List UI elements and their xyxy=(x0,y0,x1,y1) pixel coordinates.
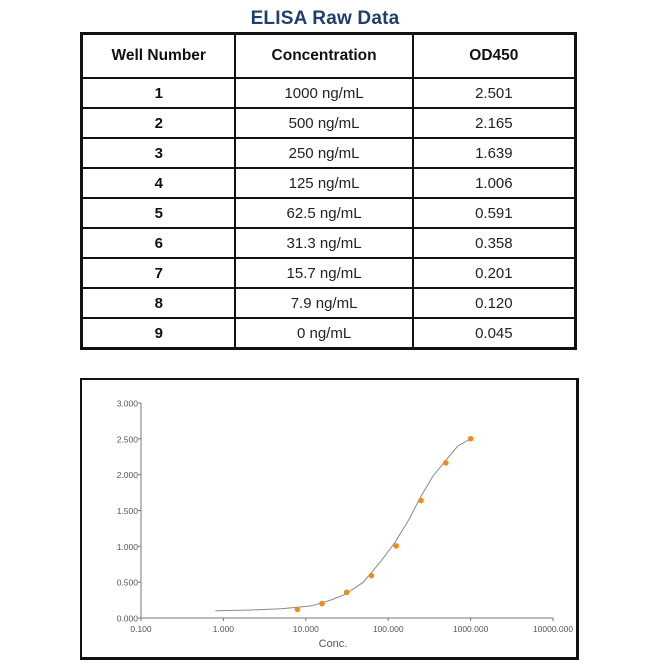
x-tick-label: 1000.000 xyxy=(453,624,489,634)
y-tick-label: 1.500 xyxy=(117,506,139,516)
data-point-marker xyxy=(393,543,399,549)
header-well-number: Well Number xyxy=(80,32,237,79)
od450-cell: 2.501 xyxy=(411,77,577,109)
x-tick-label: 10000.000 xyxy=(533,624,573,634)
data-point-marker xyxy=(467,435,474,442)
od450-cell: 2.165 xyxy=(411,107,577,139)
x-tick-label: 0.100 xyxy=(130,624,152,634)
standard-curve-chart: 0.000 0.500 1.000 1.500 2.000 2.500 3.000 0.10… xyxy=(80,378,579,660)
table-row: 2 500 ng/mL 2.165 xyxy=(80,107,577,139)
table-header-row: Well Number Concentration OD450 xyxy=(80,32,577,79)
x-axis: 0.100 1.000 10.000 100.000 1000.000 10000.000 xyxy=(130,617,573,634)
concentration-cell: 15.7 ng/mL xyxy=(234,257,414,289)
well-number-cell: 1 xyxy=(80,77,237,109)
y-tick-label: 0.500 xyxy=(117,578,139,588)
table-row: 5 62.5 ng/mL 0.591 xyxy=(80,197,577,229)
data-markers xyxy=(294,435,474,613)
y-tick-label: 0.000 xyxy=(117,614,139,624)
well-number-cell: 8 xyxy=(80,287,237,319)
data-point-marker xyxy=(418,497,424,504)
header-concentration: Concentration xyxy=(234,32,414,79)
elisa-data-table: Well Number Concentration OD450 1 1000 ng… xyxy=(80,32,577,350)
od450-cell: 1.006 xyxy=(411,167,577,199)
table-row: 3 250 ng/mL 1.639 xyxy=(80,137,577,169)
od450-cell: 0.120 xyxy=(411,287,577,319)
data-point-marker xyxy=(442,460,449,466)
well-number-cell: 2 xyxy=(80,107,237,139)
chart-plot-area: 0.000 0.500 1.000 1.500 2.000 2.500 3.000 0.10… xyxy=(117,399,574,651)
y-tick-label: 3.000 xyxy=(117,399,139,409)
concentration-cell: 31.3 ng/mL xyxy=(234,227,414,259)
data-point-marker xyxy=(368,572,375,579)
y-axis: 0.000 0.500 1.000 1.500 2.000 2.500 3.000 xyxy=(117,399,142,624)
y-tick-label: 2.500 xyxy=(117,434,139,444)
well-number-cell: 6 xyxy=(80,227,237,259)
data-point-marker xyxy=(343,589,350,596)
concentration-cell: 7.9 ng/mL xyxy=(234,287,414,319)
x-axis-label: Conc. xyxy=(319,638,348,650)
well-number-cell: 9 xyxy=(80,317,237,350)
page-title: ELISA Raw Data xyxy=(250,8,400,29)
od450-cell: 0.358 xyxy=(411,227,577,259)
x-tick-label: 10.000 xyxy=(293,624,319,634)
concentration-cell: 1000 ng/mL xyxy=(234,77,414,109)
table-row: 8 7.9 ng/mL 0.120 xyxy=(80,287,577,319)
y-tick-label: 1.000 xyxy=(117,542,139,552)
od450-cell: 0.045 xyxy=(411,317,577,350)
data-point-marker xyxy=(319,600,325,607)
od450-cell: 0.201 xyxy=(411,257,577,289)
well-number-cell: 3 xyxy=(80,137,237,169)
table-row: 6 31.3 ng/mL 0.358 xyxy=(80,227,577,259)
table-row: 7 15.7 ng/mL 0.201 xyxy=(80,257,577,289)
y-tick-label: 2.000 xyxy=(117,470,139,480)
od450-cell: 1.639 xyxy=(411,137,577,169)
concentration-cell: 62.5 ng/mL xyxy=(234,197,414,229)
table-row: 1 1000 ng/mL 2.501 xyxy=(80,77,577,109)
well-number-cell: 4 xyxy=(80,167,237,199)
concentration-cell: 500 ng/mL xyxy=(234,107,414,139)
table-row: 4 125 ng/mL 1.006 xyxy=(80,167,577,199)
concentration-cell: 250 ng/mL xyxy=(234,137,414,169)
header-od450: OD450 xyxy=(411,32,577,79)
well-number-cell: 5 xyxy=(80,197,237,229)
od450-cell: 0.591 xyxy=(411,197,577,229)
concentration-cell: 125 ng/mL xyxy=(234,167,414,199)
data-point-marker xyxy=(294,606,301,613)
well-number-cell: 7 xyxy=(80,257,237,289)
x-tick-label: 1.000 xyxy=(213,624,235,634)
fitted-curve xyxy=(215,438,471,612)
x-tick-label: 100.000 xyxy=(373,624,404,634)
concentration-cell: 0 ng/mL xyxy=(234,317,414,350)
